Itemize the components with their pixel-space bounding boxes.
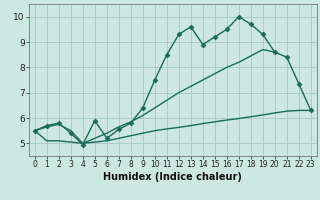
X-axis label: Humidex (Indice chaleur): Humidex (Indice chaleur) [103,172,242,182]
